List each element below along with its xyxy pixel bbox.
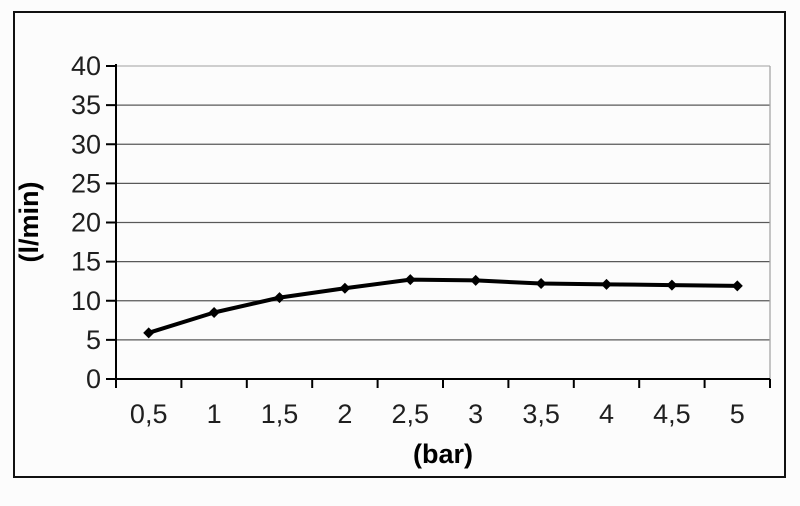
gridlines [116, 65, 771, 379]
x-tick-label: 0,5 [130, 399, 168, 429]
y-tick-label: 15 [71, 247, 101, 277]
x-tick-label: 4 [599, 399, 614, 429]
y-tick-label: 30 [71, 129, 101, 159]
x-tick-label: 1,5 [261, 399, 299, 429]
data-point-marker [666, 279, 678, 291]
data-point-marker [143, 327, 155, 339]
data-point-marker [404, 274, 416, 286]
y-tick-label: 20 [71, 208, 101, 238]
y-tick-label: 40 [71, 51, 101, 81]
x-tick-label: 2 [337, 399, 352, 429]
data-point-marker [339, 282, 351, 294]
y-tick-label: 35 [71, 90, 101, 120]
x-tick-label: 5 [730, 399, 745, 429]
x-axis-title: (bar) [413, 439, 473, 469]
x-tick-label: 3 [468, 399, 483, 429]
series-line [148, 277, 738, 335]
y-axis-ticks: 0 5 10 15 20 25 30 35 40 [71, 51, 116, 394]
chart-border-frame [13, 11, 786, 478]
x-tick-label: 1 [207, 399, 222, 429]
y-axis-title: (l/min) [14, 182, 44, 263]
data-series [143, 274, 743, 339]
y-tick-label: 10 [71, 286, 101, 316]
x-axis-ticks: 0,5 1 1,5 2 2,5 3 3,5 4 4,5 5 [115, 379, 771, 429]
data-point-marker [601, 278, 612, 290]
x-tick-label: 4,5 [653, 399, 691, 429]
x-tick-label: 3,5 [522, 399, 560, 429]
y-tick-label: 25 [71, 168, 101, 198]
data-point-marker [535, 278, 547, 290]
data-point-marker [470, 274, 482, 286]
x-tick-label: 2,5 [392, 399, 430, 429]
data-point-marker [208, 306, 220, 318]
data-point-marker [731, 280, 743, 292]
data-point-marker [274, 292, 285, 304]
y-tick-label: 5 [86, 325, 101, 355]
y-tick-label: 0 [86, 364, 101, 394]
